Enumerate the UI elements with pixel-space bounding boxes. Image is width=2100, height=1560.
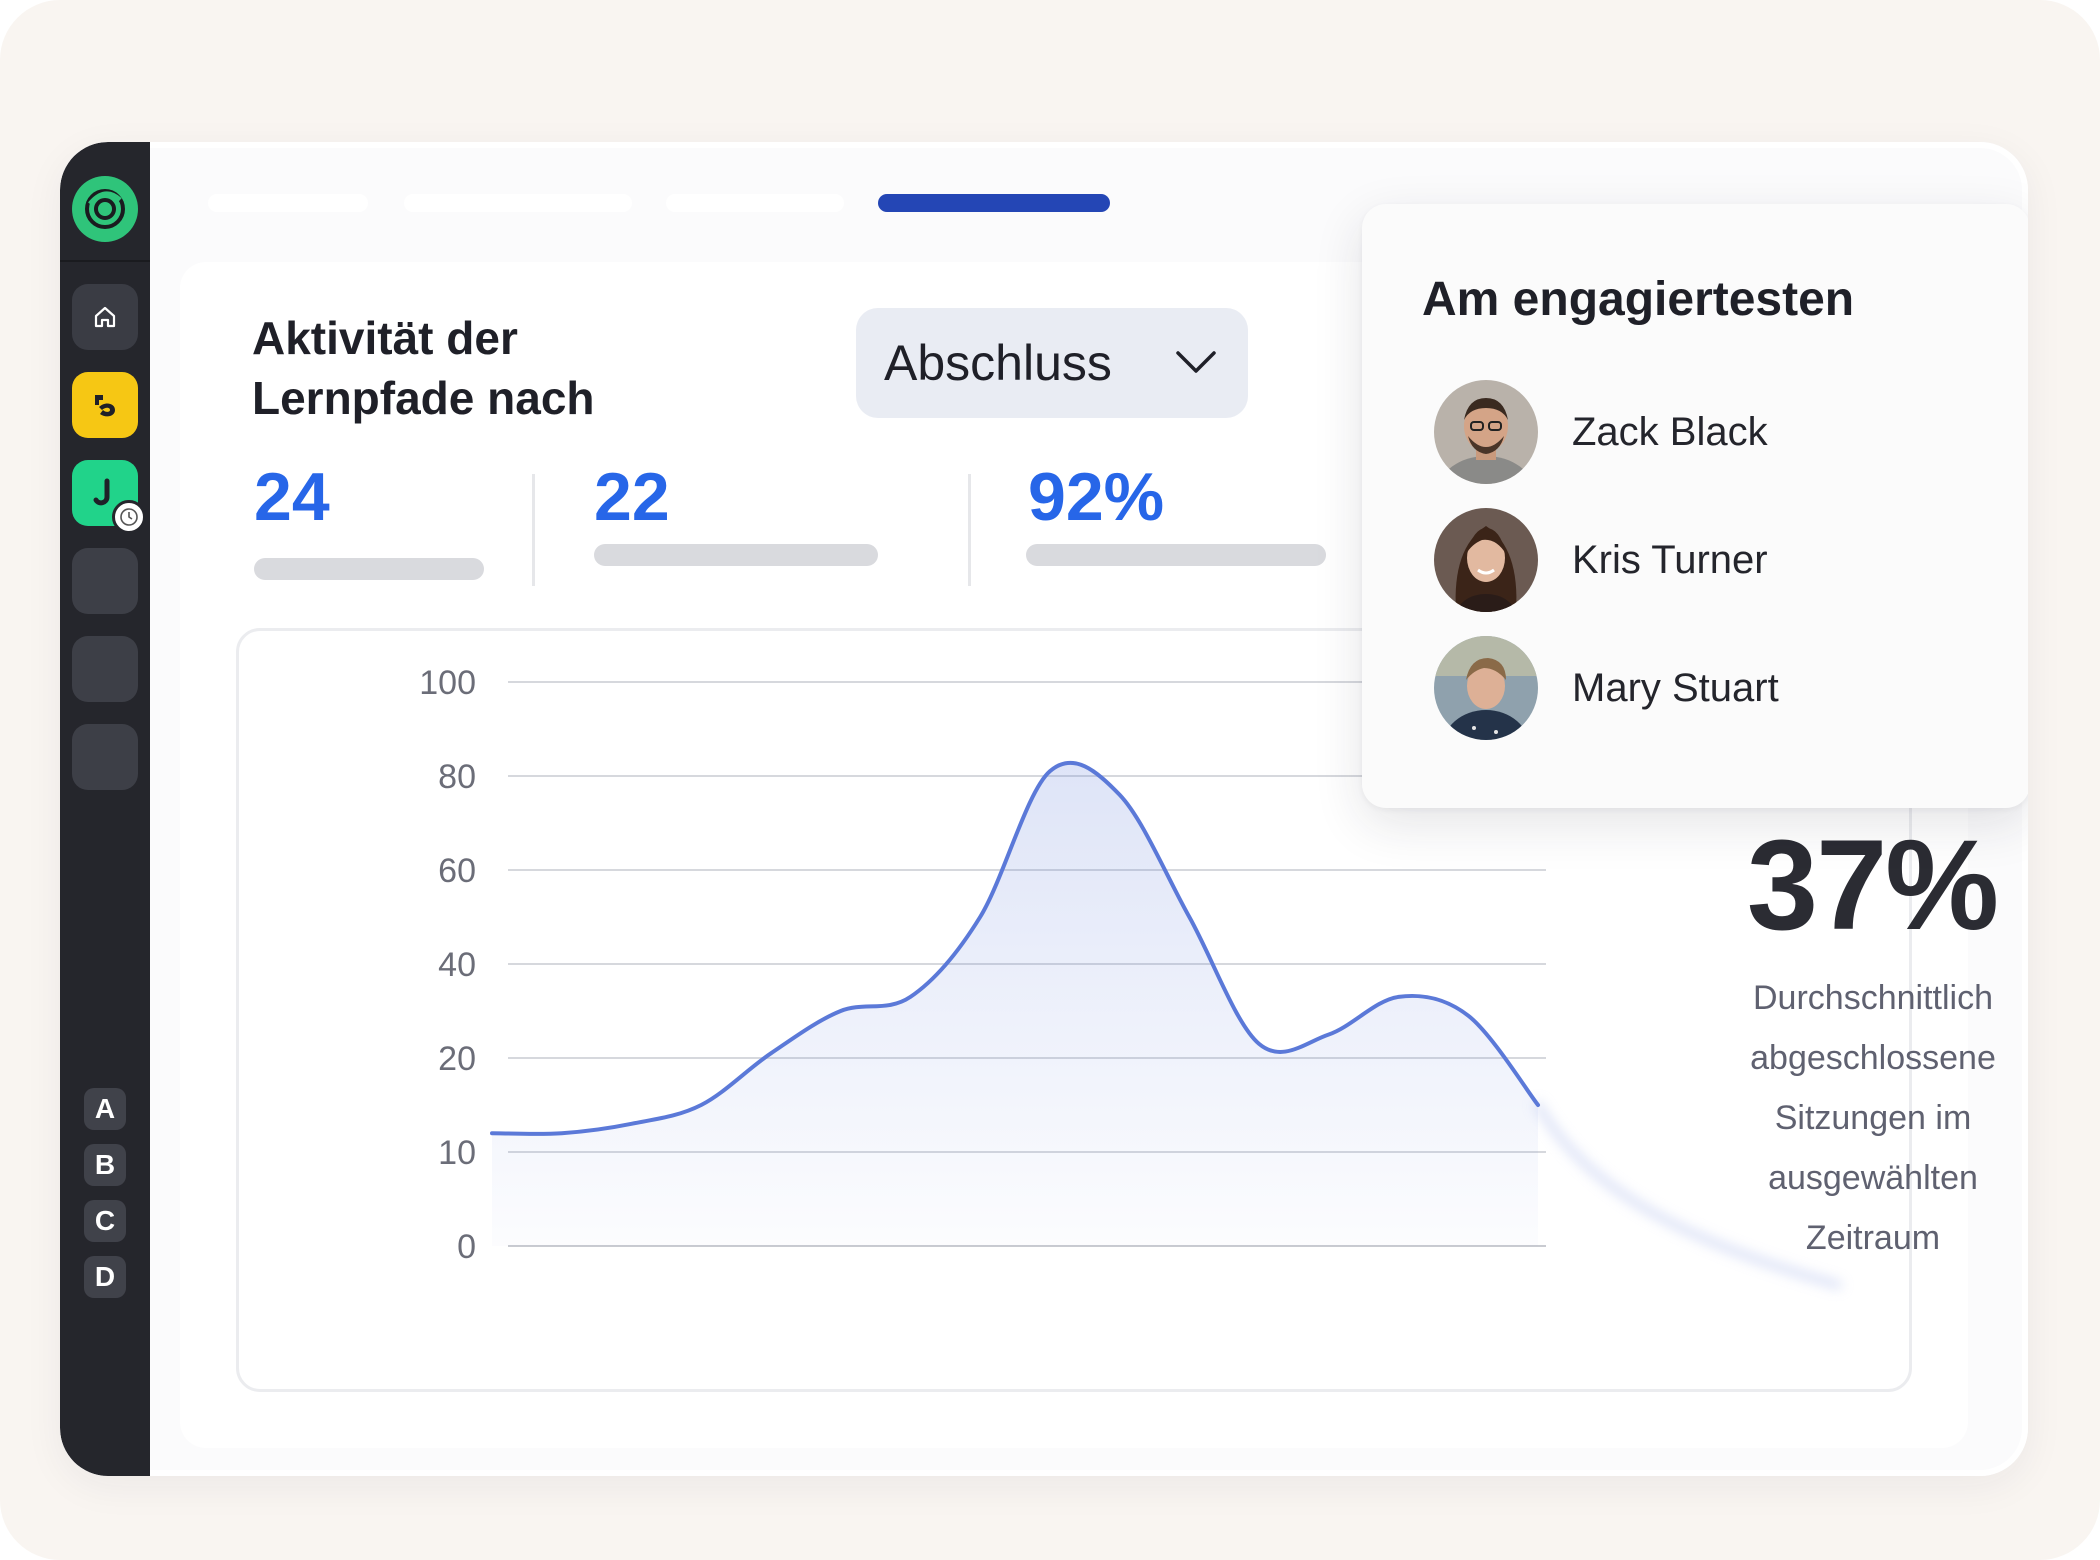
sidebar: A B C D [60, 142, 150, 1476]
home-icon [94, 306, 116, 328]
person-name: Mary Stuart [1572, 665, 1779, 710]
tab-3[interactable] [666, 194, 844, 212]
sidebar-letter-a[interactable]: A [84, 1088, 126, 1130]
sidebar-item-app-yellow[interactable] [72, 372, 138, 438]
stat-bar-3 [1026, 544, 1326, 566]
y-tick-label: 0 [457, 1228, 476, 1266]
stat-bar-1 [254, 558, 484, 580]
stat-divider-2 [968, 474, 971, 586]
sidebar-letter-d[interactable]: D [84, 1256, 126, 1298]
sidebar-divider [60, 260, 150, 262]
person-row[interactable]: Kris Turner [1434, 508, 1768, 612]
y-tick-label: 20 [438, 1040, 476, 1078]
stat-bar-2 [594, 544, 878, 566]
stat-value-3: 92% [1028, 459, 1165, 535]
app-yellow-icon [95, 395, 115, 417]
stat-value-1: 24 [254, 459, 330, 535]
sidebar-item-placeholder-3[interactable] [72, 724, 138, 790]
sidebar-letter-b[interactable]: B [84, 1144, 126, 1186]
avatar [1434, 380, 1538, 484]
series-line-faded-tail [1534, 1101, 1842, 1289]
highlight-description: Durchschnittlich abgeschlossene Sitzunge… [1750, 979, 1996, 1257]
person-name: Zack Black [1572, 409, 1768, 454]
sidebar-letter-c[interactable]: C [84, 1200, 126, 1242]
metric-dropdown[interactable]: Abschluss [856, 308, 1248, 418]
chevron-down-icon [1176, 351, 1216, 373]
highlight-percentage: 37% [1746, 814, 1999, 957]
person-row[interactable]: Mary Stuart [1434, 636, 1779, 740]
sidebar-item-placeholder-2[interactable] [72, 636, 138, 702]
tab-1[interactable] [208, 194, 368, 212]
avatar [1434, 636, 1538, 740]
avatar [1434, 508, 1538, 612]
person-name: Kris Turner [1572, 537, 1768, 582]
sidebar-item-home[interactable] [72, 284, 138, 350]
tab-2[interactable] [404, 194, 632, 212]
y-tick-label: 80 [438, 758, 476, 796]
tab-4-active[interactable] [878, 194, 1110, 212]
app-green-icon [93, 478, 110, 506]
y-tick-label: 60 [438, 852, 476, 890]
stat-divider-1 [532, 474, 535, 586]
card-title: Aktivität der Lernpfade nach [252, 312, 595, 424]
app-logo-icon[interactable] [72, 176, 138, 242]
series-line [490, 760, 1540, 1136]
sidebar-item-placeholder-1[interactable] [72, 548, 138, 614]
dropdown-value: Abschluss [884, 335, 1112, 391]
stat-value-2: 22 [594, 459, 670, 535]
y-tick-label: 10 [438, 1134, 476, 1172]
person-row[interactable]: Zack Black [1434, 380, 1768, 484]
popup-title: Am engagiertesten [1422, 273, 1855, 326]
most-engaged-popup: Am engagiertesten Zack Black [1362, 204, 2028, 808]
clock-icon [112, 500, 146, 534]
y-tick-label: 40 [438, 946, 476, 984]
y-tick-label: 100 [419, 664, 476, 702]
app-window: A B C D Aktivität der Lernpfade nach Abs… [60, 142, 2028, 1476]
series-area [492, 762, 1538, 1246]
